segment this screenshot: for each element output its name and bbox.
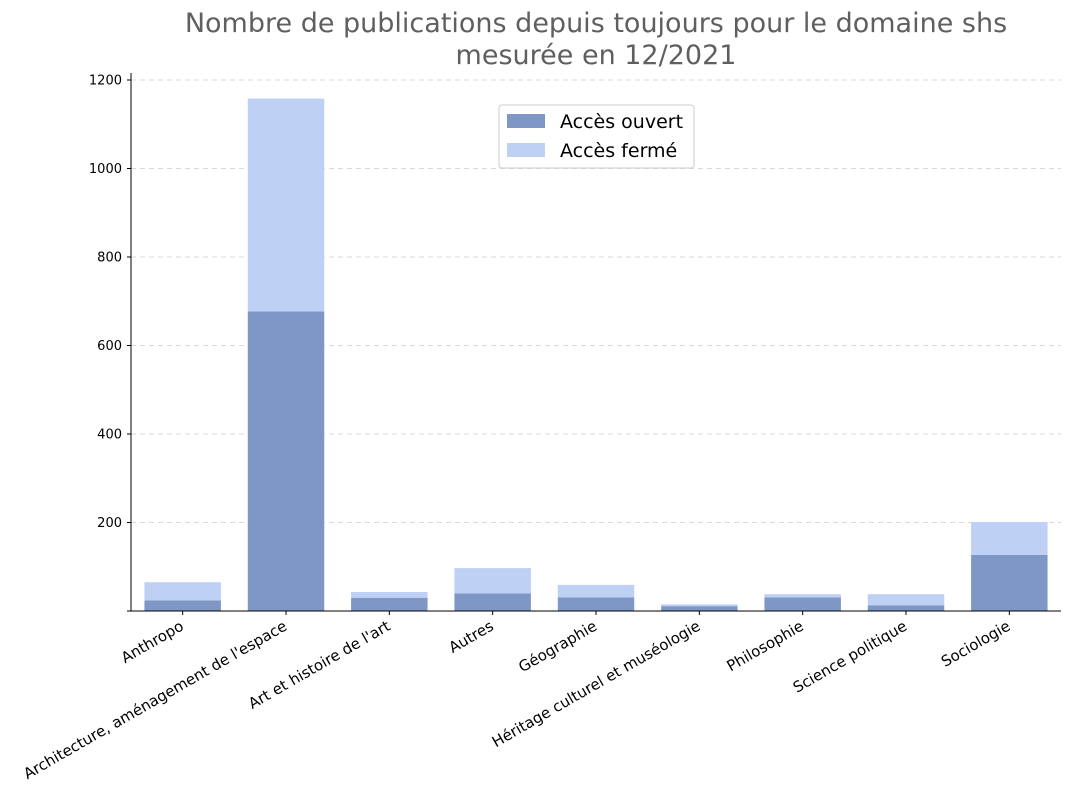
y-tick-label: 600 xyxy=(97,339,122,354)
bar-closed xyxy=(971,522,1048,555)
bar-open xyxy=(351,597,428,611)
x-tick-label: Sociologie xyxy=(938,617,1013,671)
bar-open xyxy=(971,554,1048,611)
bar-closed xyxy=(557,584,635,598)
bar-closed xyxy=(351,591,428,598)
x-tick-label: Héritage culturel et muséologie xyxy=(489,617,703,751)
bar-closed xyxy=(764,594,841,598)
y-tick-label: 800 xyxy=(97,251,122,266)
bar-open xyxy=(661,606,738,611)
x-tick-label: Science politique xyxy=(790,617,910,697)
legend-swatch-open xyxy=(507,114,545,128)
bar-closed xyxy=(144,582,221,601)
x-tick-label: Anthropo xyxy=(118,617,187,667)
bars xyxy=(144,98,1048,611)
bar-open xyxy=(144,600,221,611)
legend-label-open: Accès ouvert xyxy=(560,111,683,133)
bar-open xyxy=(454,593,531,611)
chart-title: Nombre de publications depuis toujours p… xyxy=(185,8,1007,39)
bar-closed xyxy=(247,98,325,312)
bar-closed xyxy=(661,604,738,607)
y-tick-label: 400 xyxy=(97,428,122,443)
legend-box xyxy=(498,104,695,169)
bar-open xyxy=(764,597,841,611)
x-tick-label: Philosophie xyxy=(724,617,807,675)
bar-open xyxy=(247,311,325,611)
bar-closed xyxy=(867,594,945,606)
y-tick-label: 1000 xyxy=(89,162,122,177)
bar-closed xyxy=(454,568,531,594)
y-axis: 200 400 600 800 1000 1200 xyxy=(89,73,132,612)
y-tick-label: 1200 xyxy=(89,74,122,89)
legend: Accès ouvert Accès fermé xyxy=(498,104,695,169)
x-tick-label: Géographie xyxy=(515,617,600,676)
bar-open xyxy=(867,605,945,611)
legend-swatch-closed xyxy=(507,143,545,157)
x-tick-label: Autres xyxy=(446,617,497,657)
chart-subtitle: mesurée en 12/2021 xyxy=(456,40,737,71)
y-tick-label: 200 xyxy=(97,516,122,531)
bar-open xyxy=(557,597,635,611)
legend-label-closed: Accès fermé xyxy=(560,140,677,162)
